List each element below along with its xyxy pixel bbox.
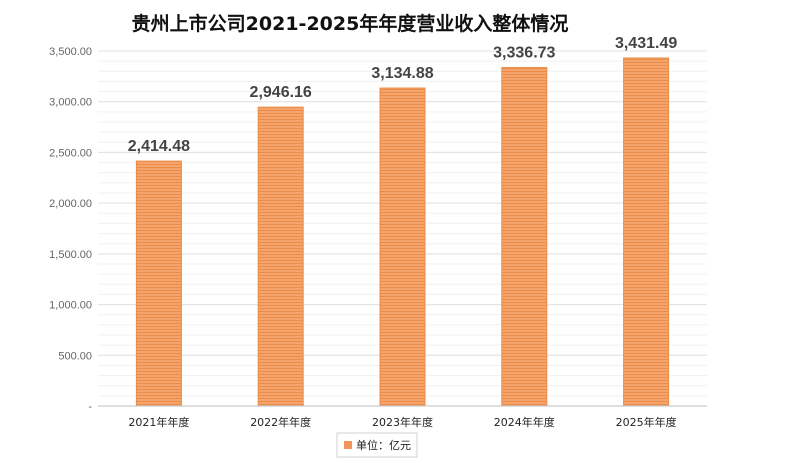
chart-title: 贵州上市公司2021-2025年年度营业收入整体情况 bbox=[132, 12, 569, 35]
y-tick-label: 500.00 bbox=[58, 350, 92, 362]
y-tick-label: 1,500.00 bbox=[49, 249, 92, 261]
y-tick-label: 3,000.00 bbox=[49, 97, 92, 109]
data-label: 3,431.49 bbox=[615, 35, 677, 52]
bar bbox=[501, 67, 548, 407]
bar bbox=[135, 160, 182, 407]
data-label: 2,414.48 bbox=[128, 138, 190, 155]
y-tick-label: - bbox=[88, 401, 92, 413]
data-label: 2,946.16 bbox=[250, 84, 312, 101]
data-labels: 2,414.48 2,946.16 3,134.88 3,336.73 3,431.49 bbox=[128, 35, 678, 155]
x-axis: 2021年年度 2022年年度 2023年年度 2024年年度 2025年年度 bbox=[98, 405, 707, 429]
y-tick-label: 2,000.00 bbox=[49, 198, 92, 210]
y-tick-label: 3,500.00 bbox=[49, 46, 92, 58]
x-tick-label: 2024年年度 bbox=[494, 415, 555, 429]
bar bbox=[379, 87, 426, 407]
legend-swatch bbox=[344, 441, 352, 449]
x-tick-label: 2021年年度 bbox=[128, 415, 189, 429]
x-tick-label: 2022年年度 bbox=[250, 415, 311, 429]
legend-label: 单位：亿元 bbox=[356, 438, 411, 452]
bars bbox=[135, 57, 670, 407]
bar bbox=[623, 57, 670, 407]
bar bbox=[257, 106, 304, 407]
y-axis: - 500.00 1,000.00 1,500.00 2,000.00 2,500.00 3… bbox=[49, 46, 92, 413]
y-tick-label: 1,000.00 bbox=[49, 300, 92, 312]
data-label: 3,336.73 bbox=[493, 45, 555, 62]
y-tick-label: 2,500.00 bbox=[49, 147, 92, 159]
data-label: 3,134.88 bbox=[371, 65, 433, 82]
x-tick-label: 2023年年度 bbox=[372, 415, 433, 429]
x-tick-label: 2025年年度 bbox=[616, 415, 677, 429]
legend: 单位：亿元 bbox=[336, 432, 418, 458]
